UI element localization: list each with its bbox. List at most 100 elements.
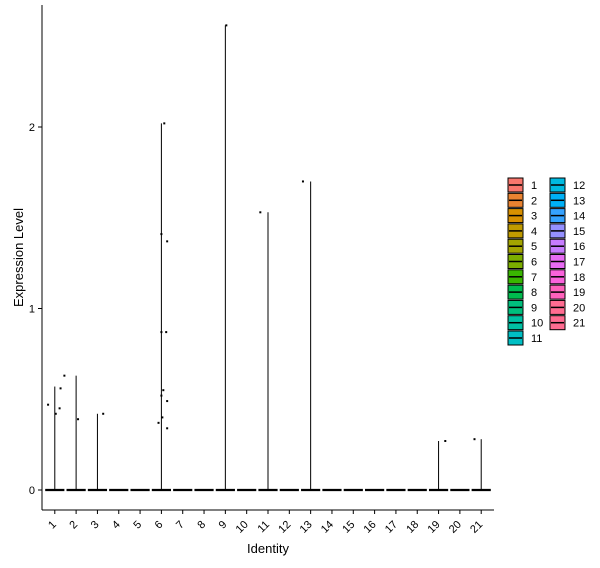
legend-item-1: 1 xyxy=(507,177,537,193)
legend-label: 4 xyxy=(531,226,537,238)
data-point xyxy=(102,412,105,415)
legend-label: 16 xyxy=(573,241,585,253)
legend-item-19: 19 xyxy=(549,284,585,300)
violin-6 xyxy=(151,122,171,492)
legend-label: 6 xyxy=(531,257,537,269)
legend-item-14: 14 xyxy=(549,208,585,224)
legend-label: 21 xyxy=(573,318,585,330)
legend-label: 3 xyxy=(531,211,537,223)
data-point xyxy=(166,240,169,243)
violin-13 xyxy=(301,180,321,492)
x-tick-label: 11 xyxy=(256,519,273,536)
data-point xyxy=(59,387,62,390)
legend-item-15: 15 xyxy=(549,223,585,239)
x-tick-label: 18 xyxy=(404,519,421,536)
legend-label: 2 xyxy=(531,195,537,207)
violin-1 xyxy=(45,374,66,492)
x-tick-label: 17 xyxy=(383,519,400,536)
legend-item-18: 18 xyxy=(549,269,585,285)
legend-item-3: 3 xyxy=(507,208,537,224)
violin-19 xyxy=(428,439,449,492)
x-tick-label: 4 xyxy=(110,519,123,532)
legend-item-7: 7 xyxy=(507,269,537,285)
data-point xyxy=(160,331,163,334)
x-axis-title: Identity xyxy=(247,541,289,556)
legend-item-11: 11 xyxy=(507,330,542,346)
x-tick-label: 16 xyxy=(362,519,379,536)
data-point xyxy=(473,438,476,441)
data-point xyxy=(63,374,66,377)
data-point xyxy=(160,394,163,397)
legend-item-12: 12 xyxy=(549,177,585,193)
legend-item-9: 9 xyxy=(507,299,537,315)
x-tick-label: 20 xyxy=(447,519,464,536)
data-point xyxy=(259,211,262,214)
legend-item-20: 20 xyxy=(549,299,585,315)
violin-9 xyxy=(215,24,235,492)
plot-area xyxy=(45,24,491,492)
x-tick-label: 8 xyxy=(195,519,208,532)
legend-label: 9 xyxy=(531,302,537,314)
data-point xyxy=(165,331,168,334)
data-point xyxy=(161,416,164,419)
legend-label: 8 xyxy=(531,287,537,299)
x-tick-label: 9 xyxy=(217,519,230,532)
legend-item-10: 10 xyxy=(507,315,543,331)
x-tick-label: 1 xyxy=(46,519,59,532)
legend-label: 12 xyxy=(573,180,585,192)
data-point xyxy=(166,427,169,430)
legend-item-16: 16 xyxy=(549,238,585,254)
data-point xyxy=(58,407,61,410)
legend-item-21: 21 xyxy=(549,315,585,331)
legend-item-8: 8 xyxy=(507,284,537,300)
legend-label: 14 xyxy=(573,211,585,223)
data-point xyxy=(444,439,447,442)
violin-11 xyxy=(258,211,278,492)
data-point xyxy=(160,233,163,236)
legend-item-13: 13 xyxy=(549,192,585,208)
x-tick-label: 14 xyxy=(319,519,336,536)
x-tick-label: 19 xyxy=(426,519,443,536)
legend-label: 15 xyxy=(573,226,585,238)
legend-label: 19 xyxy=(573,287,585,299)
data-point xyxy=(301,180,304,183)
legend-label: 13 xyxy=(573,195,585,207)
violin-2 xyxy=(66,375,86,492)
legend-item-6: 6 xyxy=(507,254,537,269)
legend-label: 1 xyxy=(531,180,537,192)
x-tick-label: 6 xyxy=(153,519,166,532)
legend-item-17: 17 xyxy=(549,254,585,269)
violin-3 xyxy=(87,412,108,492)
x-tick-label: 12 xyxy=(276,519,293,536)
legend-label: 10 xyxy=(531,318,543,330)
x-tick-label: 3 xyxy=(89,519,102,532)
data-point xyxy=(162,389,165,392)
legend-label: 5 xyxy=(531,241,537,253)
data-point xyxy=(166,400,169,403)
legend-item-2: 2 xyxy=(507,192,537,208)
y-tick-label: 2 xyxy=(29,122,35,134)
legend-label: 11 xyxy=(531,333,542,345)
legend-label: 20 xyxy=(573,302,585,314)
legend-label: 7 xyxy=(531,272,537,284)
y-tick-label: 1 xyxy=(29,304,35,316)
x-tick-label: 21 xyxy=(468,519,485,536)
x-tick-label: 2 xyxy=(67,519,80,532)
x-tick-label: 7 xyxy=(174,519,187,532)
x-tick-label: 15 xyxy=(340,519,357,536)
legend-label: 18 xyxy=(573,272,585,284)
legend-item-4: 4 xyxy=(507,223,537,239)
data-point xyxy=(77,418,80,421)
violin-21 xyxy=(471,438,491,492)
x-tick-label: 13 xyxy=(298,519,315,536)
data-point xyxy=(47,403,50,406)
x-tick-label: 10 xyxy=(234,519,251,536)
legend-label: 17 xyxy=(573,257,585,269)
legend-item-5: 5 xyxy=(507,238,537,254)
data-point xyxy=(157,421,160,424)
y-tick-label: 0 xyxy=(29,485,35,497)
data-point xyxy=(54,412,57,415)
